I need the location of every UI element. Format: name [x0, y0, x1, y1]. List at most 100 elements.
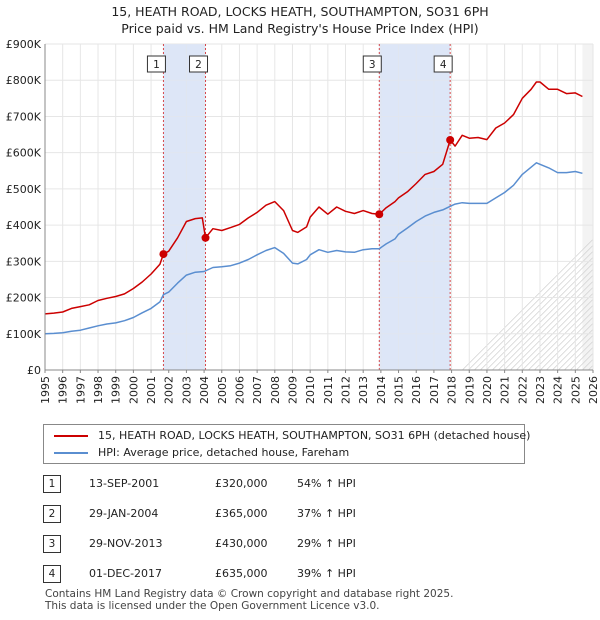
future-region	[582, 44, 593, 370]
future-hatch	[474, 243, 600, 371]
price-chart: 1 2 3 4 £0 £100K £200K £300K £400K £500K £600K £70…	[6, 38, 600, 404]
x-tick-label: 1996	[57, 376, 70, 404]
x-axis-ticks: 1995 1996 1997 1998 1999 2000 2001 2002 2003 2004…	[39, 370, 600, 404]
y-tick-label: £100K	[6, 328, 42, 341]
legend-item-property: 15, HEATH ROAD, LOCKS HEATH, SOUTHAMPTON…	[54, 428, 530, 444]
legend-label-hpi: HPI: Average price, detached house, Fare…	[98, 446, 350, 459]
y-axis-ticks: £0 £100K £200K £300K £400K £500K £600K £700K £80…	[6, 38, 42, 377]
transaction-price: £635,000	[215, 567, 268, 580]
x-tick-label: 2014	[375, 376, 388, 404]
future-hatch	[462, 231, 600, 371]
series-lines	[44, 81, 583, 335]
x-tick-label: 1995	[39, 376, 52, 404]
x-tick-label: 2020	[481, 376, 494, 404]
y-tick-label: £400K	[6, 219, 42, 232]
x-tick-label: 1998	[92, 376, 105, 404]
y-tick-label: £200K	[6, 292, 42, 305]
legend-item-hpi: HPI: Average price, detached house, Fare…	[54, 445, 349, 461]
transaction-date: 01-DEC-2017	[89, 567, 163, 580]
x-tick-label: 2025	[569, 376, 582, 404]
chart-title-block: 15, HEATH ROAD, LOCKS HEATH, SOUTHAMPTON…	[0, 3, 600, 37]
y-tick-label: £0	[27, 364, 41, 377]
x-tick-label: 2005	[216, 376, 229, 404]
x-tick-label: 2021	[499, 376, 512, 404]
x-tick-label: 2008	[269, 376, 282, 404]
future-hatch	[534, 303, 600, 371]
y-tick-label: £600K	[6, 147, 42, 160]
x-tick-label: 2007	[251, 376, 264, 404]
x-tick-label: 2022	[516, 376, 529, 404]
sale-band-overlay	[163, 44, 206, 370]
sale-marker-labels: 1 2 3 4	[146, 55, 453, 73]
x-tick-label: 2015	[393, 376, 406, 404]
future-hatch	[486, 255, 600, 371]
sale-marker-box	[362, 55, 382, 73]
transaction-number-badge: 2	[43, 505, 61, 523]
sale-point	[446, 135, 455, 144]
x-tick-label: 1997	[74, 376, 87, 404]
x-tick-label: 2026	[587, 376, 600, 404]
transaction-date: 29-NOV-2013	[89, 537, 163, 550]
sale-points	[159, 135, 455, 259]
hatch-mask	[593, 42, 600, 372]
future-hatch	[504, 273, 600, 371]
hpi-line	[44, 162, 583, 335]
x-tick-label: 2010	[304, 376, 317, 404]
x-tick-label: 2004	[198, 376, 211, 404]
y-tick-label: £700K	[6, 110, 42, 123]
x-tick-label: 1999	[110, 376, 123, 404]
transaction-number-badge: 1	[43, 475, 61, 493]
legend-swatch-hpi	[54, 452, 88, 454]
y-tick-label: £900K	[6, 38, 42, 51]
sale-marker-box	[433, 55, 453, 73]
x-tick-label: 2003	[180, 376, 193, 404]
future-hatch	[492, 261, 600, 371]
footer-attribution: Contains HM Land Registry data © Crown c…	[45, 588, 454, 612]
x-tick-label: 2002	[163, 376, 176, 404]
sale-marker-number: 2	[195, 59, 202, 71]
transaction-price: £430,000	[215, 537, 268, 550]
x-tick-label: 2017	[428, 376, 441, 404]
transaction-date: 29-JAN-2004	[89, 507, 159, 520]
axes	[44, 44, 593, 371]
transaction-hpi-change: 37% ↑ HPI	[297, 507, 356, 520]
property-price-line	[44, 81, 583, 315]
sale-marker-box	[189, 55, 209, 73]
future-hatch	[516, 285, 600, 371]
legend: 15, HEATH ROAD, LOCKS HEATH, SOUTHAMPTON…	[43, 424, 530, 464]
transaction-number-badge: 3	[43, 535, 61, 553]
y-tick-label: £800K	[6, 74, 42, 87]
x-tick-label: 2019	[463, 376, 476, 404]
y-tick-label: £500K	[6, 183, 42, 196]
future-hatch	[522, 291, 600, 371]
chart-subtitle: Price paid vs. HM Land Registry's House …	[121, 21, 479, 36]
sale-marker-box	[146, 55, 166, 73]
transaction-hpi-change: 29% ↑ HPI	[297, 537, 356, 550]
footer-copyright: Contains HM Land Registry data © Crown c…	[45, 588, 454, 600]
future-hatch	[510, 279, 600, 371]
transaction-hpi-change: 39% ↑ HPI	[297, 567, 356, 580]
legend-swatch-property	[54, 435, 88, 437]
sale-marker-number: 4	[440, 59, 447, 71]
x-tick-label: 2006	[233, 376, 246, 404]
x-tick-label: 2011	[322, 376, 335, 404]
legend-label-property: 15, HEATH ROAD, LOCKS HEATH, SOUTHAMPTON…	[98, 429, 531, 442]
transaction-price: £365,000	[215, 507, 268, 520]
x-tick-label: 2023	[534, 376, 547, 404]
x-tick-label: 2009	[286, 376, 299, 404]
x-tick-label: 2016	[410, 376, 423, 404]
x-tick-label: 2024	[552, 376, 565, 404]
transaction-hpi-change: 54% ↑ HPI	[297, 477, 356, 490]
transaction-date: 13-SEP-2001	[89, 477, 160, 490]
x-tick-label: 2012	[340, 376, 353, 404]
sale-band-overlay	[379, 44, 451, 370]
sale-marker-number: 1	[153, 59, 160, 71]
sale-point	[201, 233, 210, 242]
chart-title: 15, HEATH ROAD, LOCKS HEATH, SOUTHAMPTON…	[111, 4, 489, 19]
y-tick-label: £300K	[6, 255, 42, 268]
transaction-price: £320,000	[215, 477, 268, 490]
transaction-number-badge: 4	[43, 565, 61, 583]
sale-point	[375, 210, 384, 219]
x-tick-label: 2018	[446, 376, 459, 404]
grid-lines	[44, 43, 594, 371]
